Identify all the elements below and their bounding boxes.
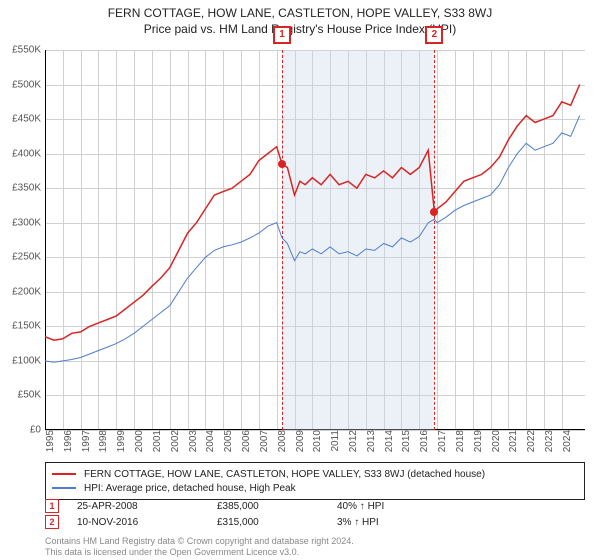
x-axis-tick-label: 2022	[522, 430, 537, 452]
x-axis-tick-label: 2008	[273, 430, 288, 452]
x-axis-tick-label: 1996	[59, 430, 74, 452]
event-badge: 1	[45, 499, 59, 513]
x-axis-tick-label: 2002	[166, 430, 181, 452]
x-axis-tick-label: 2018	[451, 430, 466, 452]
chart-data-attribution: Contains HM Land Registry data © Crown c…	[45, 536, 354, 558]
sale-event-row: 2 10-NOV-2016 £315,000 3% ↑ HPI	[45, 514, 585, 530]
x-axis-tick-label: 1997	[77, 430, 92, 452]
x-axis-tick-label: 2015	[397, 430, 412, 452]
sale-marker-badge: 1	[273, 26, 291, 44]
x-axis-tick-label: 2006	[237, 430, 252, 452]
x-axis-tick-label: 2003	[184, 430, 199, 452]
event-price: £315,000	[217, 517, 337, 528]
y-axis-tick-label: £300K	[12, 217, 45, 228]
x-axis-tick-label: 2009	[291, 430, 306, 452]
x-axis-tick-label: 2011	[326, 430, 341, 452]
event-badge: 2	[45, 515, 59, 529]
y-axis-tick-label: £200K	[12, 286, 45, 297]
legend-swatch-price-paid	[52, 473, 76, 475]
chart-title-subtitle: Price paid vs. HM Land Registry's House …	[0, 22, 600, 36]
x-axis-tick-label: 2014	[380, 430, 395, 452]
y-axis-tick-label: £400K	[12, 148, 45, 159]
sale-marker-badge: 2	[425, 26, 443, 44]
event-date: 25-APR-2008	[77, 501, 217, 512]
series-hpi	[45, 116, 580, 363]
y-axis-tick-label: £100K	[12, 355, 45, 366]
y-axis-tick-label: £150K	[12, 321, 45, 332]
chart-title-address: FERN COTTAGE, HOW LANE, CASTLETON, HOPE …	[0, 6, 600, 20]
footer-line: Contains HM Land Registry data © Crown c…	[45, 536, 354, 547]
x-axis-tick-label: 2010	[308, 430, 323, 452]
y-axis-tick-label: £250K	[12, 252, 45, 263]
chart-legend: FERN COTTAGE, HOW LANE, CASTLETON, HOPE …	[45, 462, 585, 500]
x-axis-tick-label: 2012	[344, 430, 359, 452]
x-axis-tick-label: 2016	[415, 430, 430, 452]
x-axis-tick-label: 2017	[433, 430, 448, 452]
x-axis-tick-label: 2021	[504, 430, 519, 452]
x-axis-tick-label: 2004	[201, 430, 216, 452]
x-axis-tick-label: 2020	[487, 430, 502, 452]
legend-row-price-paid: FERN COTTAGE, HOW LANE, CASTLETON, HOPE …	[52, 467, 578, 481]
legend-swatch-hpi	[52, 487, 76, 489]
legend-label-hpi: HPI: Average price, detached house, High…	[84, 483, 296, 494]
y-axis-tick-label: £550K	[12, 45, 45, 56]
y-axis-tick-label: £50K	[18, 390, 45, 401]
x-axis-tick-label: 2024	[558, 430, 573, 452]
x-axis-tick-label: 2000	[130, 430, 145, 452]
x-axis-tick-label: 2013	[362, 430, 377, 452]
event-price: £385,000	[217, 501, 337, 512]
x-axis-tick-label: 2023	[540, 430, 555, 452]
footer-line: This data is licensed under the Open Gov…	[45, 547, 354, 558]
x-axis-tick-label: 2005	[219, 430, 234, 452]
y-axis-tick-label: £350K	[12, 183, 45, 194]
sale-event-row: 1 25-APR-2008 £385,000 40% ↑ HPI	[45, 498, 585, 514]
chart-titles: FERN COTTAGE, HOW LANE, CASTLETON, HOPE …	[0, 0, 600, 36]
chart-plot-area: £0£50K£100K£150K£200K£250K£300K£350K£400…	[45, 50, 585, 430]
legend-row-hpi: HPI: Average price, detached house, High…	[52, 481, 578, 495]
x-axis-tick-label: 1998	[94, 430, 109, 452]
event-date: 10-NOV-2016	[77, 517, 217, 528]
legend-label-price-paid: FERN COTTAGE, HOW LANE, CASTLETON, HOPE …	[84, 469, 485, 480]
x-axis-tick-label: 2007	[255, 430, 270, 452]
sale-events-table: 1 25-APR-2008 £385,000 40% ↑ HPI 2 10-NO…	[45, 498, 585, 530]
x-axis-tick-label: 2019	[469, 430, 484, 452]
event-hpi: 40% ↑ HPI	[337, 501, 477, 512]
x-axis-tick-label: 1999	[112, 430, 127, 452]
x-axis-tick-label: 1995	[41, 430, 56, 452]
y-axis-tick-label: £500K	[12, 79, 45, 90]
x-axis-tick-label: 2001	[148, 430, 163, 452]
event-hpi: 3% ↑ HPI	[337, 517, 477, 528]
y-axis-tick-label: £450K	[12, 114, 45, 125]
series-price_paid	[45, 85, 580, 341]
